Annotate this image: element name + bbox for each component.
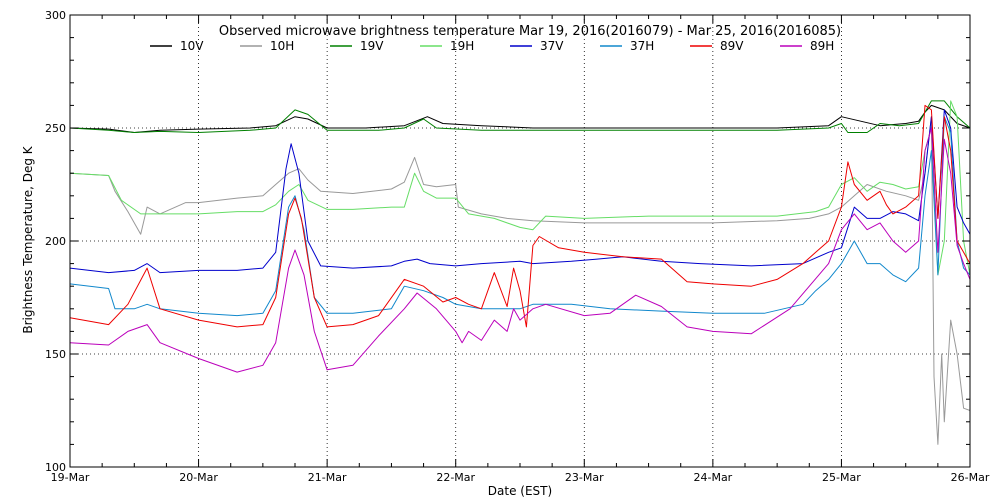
series-line-89v <box>69 104 971 328</box>
series-line-37v <box>69 109 971 274</box>
y-tick-label: 250 <box>45 122 66 135</box>
chart-title: Observed microwave brightness temperatur… <box>219 24 841 39</box>
legend: 10V 10H 19V 19H 37V 37H 89V 89H <box>150 39 834 53</box>
x-tick-label: 21-Mar <box>308 471 347 484</box>
legend-label-89v: 89V <box>720 39 744 53</box>
series-line-10v <box>69 104 971 133</box>
y-tick-label: 300 <box>45 9 66 22</box>
y-tick-label: 200 <box>45 235 66 248</box>
legend-label-19v: 19V <box>360 39 384 53</box>
x-axis-title: Date (EST) <box>488 484 552 498</box>
x-tick-label: 19-Mar <box>51 471 90 484</box>
x-tick-label: 25-Mar <box>822 471 861 484</box>
series-line-19v <box>69 100 971 133</box>
y-tick-label: 100 <box>45 461 66 474</box>
legend-label-19h: 19H <box>450 39 474 53</box>
series-line-10h <box>69 116 971 445</box>
series-lines <box>69 100 971 445</box>
y-tick-label: 150 <box>45 348 66 361</box>
grid <box>70 15 970 467</box>
legend-label-37h: 37H <box>630 39 654 53</box>
x-axis: 19-Mar 20-Mar 21-Mar 22-Mar 23-Mar 24-Mar 25-M… <box>51 15 990 484</box>
series-line-19h <box>69 100 971 276</box>
legend-label-10h: 10H <box>270 39 294 53</box>
y-axis: 100 150 200 250 300 <box>45 9 970 474</box>
x-tick-label: 26-Mar <box>951 471 990 484</box>
legend-label-37v: 37V <box>540 39 564 53</box>
legend-label-89h: 89H <box>810 39 834 53</box>
x-tick-label: 23-Mar <box>565 471 604 484</box>
y-axis-title: Brightness Temperature, Deg K <box>21 145 35 333</box>
legend-label-10v: 10V <box>180 39 204 53</box>
series-line-89h <box>69 127 971 373</box>
x-tick-label: 22-Mar <box>436 471 475 484</box>
x-tick-label: 24-Mar <box>693 471 732 484</box>
x-tick-label: 20-Mar <box>179 471 218 484</box>
series-line-37h <box>69 116 971 317</box>
